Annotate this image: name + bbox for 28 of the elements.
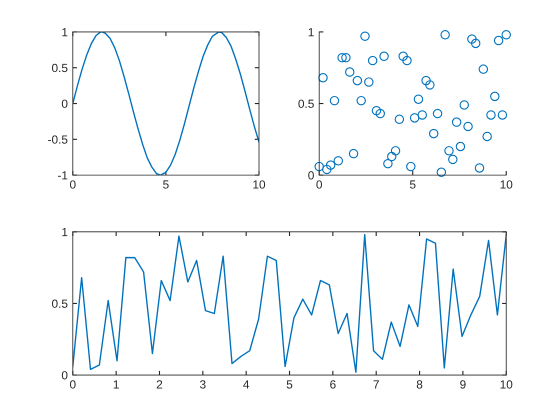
- y-tick-label: 0: [308, 171, 314, 180]
- y-tick-label: -0.5: [48, 135, 68, 144]
- y-tick-label: 0: [62, 100, 68, 108]
- x-tick-label: 1: [114, 380, 119, 388]
- x-tick-label: 5: [410, 180, 416, 189]
- x-tick-label: 0: [70, 380, 76, 389]
- x-tick-label: 9: [460, 380, 466, 389]
- x-tick-label: 5: [286, 380, 292, 389]
- x-tick-label: 6: [330, 380, 336, 389]
- y-tick-label: 1: [62, 228, 68, 236]
- x-tick-label: 8: [416, 380, 422, 389]
- x-tick-label: 3: [200, 380, 206, 389]
- x-tick-label: 7: [374, 380, 379, 388]
- x-tick-label: 10: [500, 380, 512, 389]
- x-tick-label: 10: [253, 180, 266, 189]
- x-tick-label: 2: [156, 380, 162, 388]
- x-tick-label: 0: [316, 180, 322, 189]
- x-tick-label: 4: [243, 380, 250, 388]
- x-tick-label: 10: [500, 180, 512, 189]
- y-tick-label: -1: [58, 171, 68, 180]
- y-tick-label: 0.5: [298, 100, 314, 108]
- y-tick-label: 0.5: [52, 299, 68, 308]
- y-tick-label: 1: [308, 28, 314, 36]
- y-tick-label: 0.5: [52, 64, 68, 72]
- x-tick-label: 0: [70, 180, 76, 189]
- y-tick-label: 0: [62, 371, 68, 380]
- x-tick-label: 5: [163, 180, 169, 189]
- y-tick-label: 1: [62, 28, 68, 36]
